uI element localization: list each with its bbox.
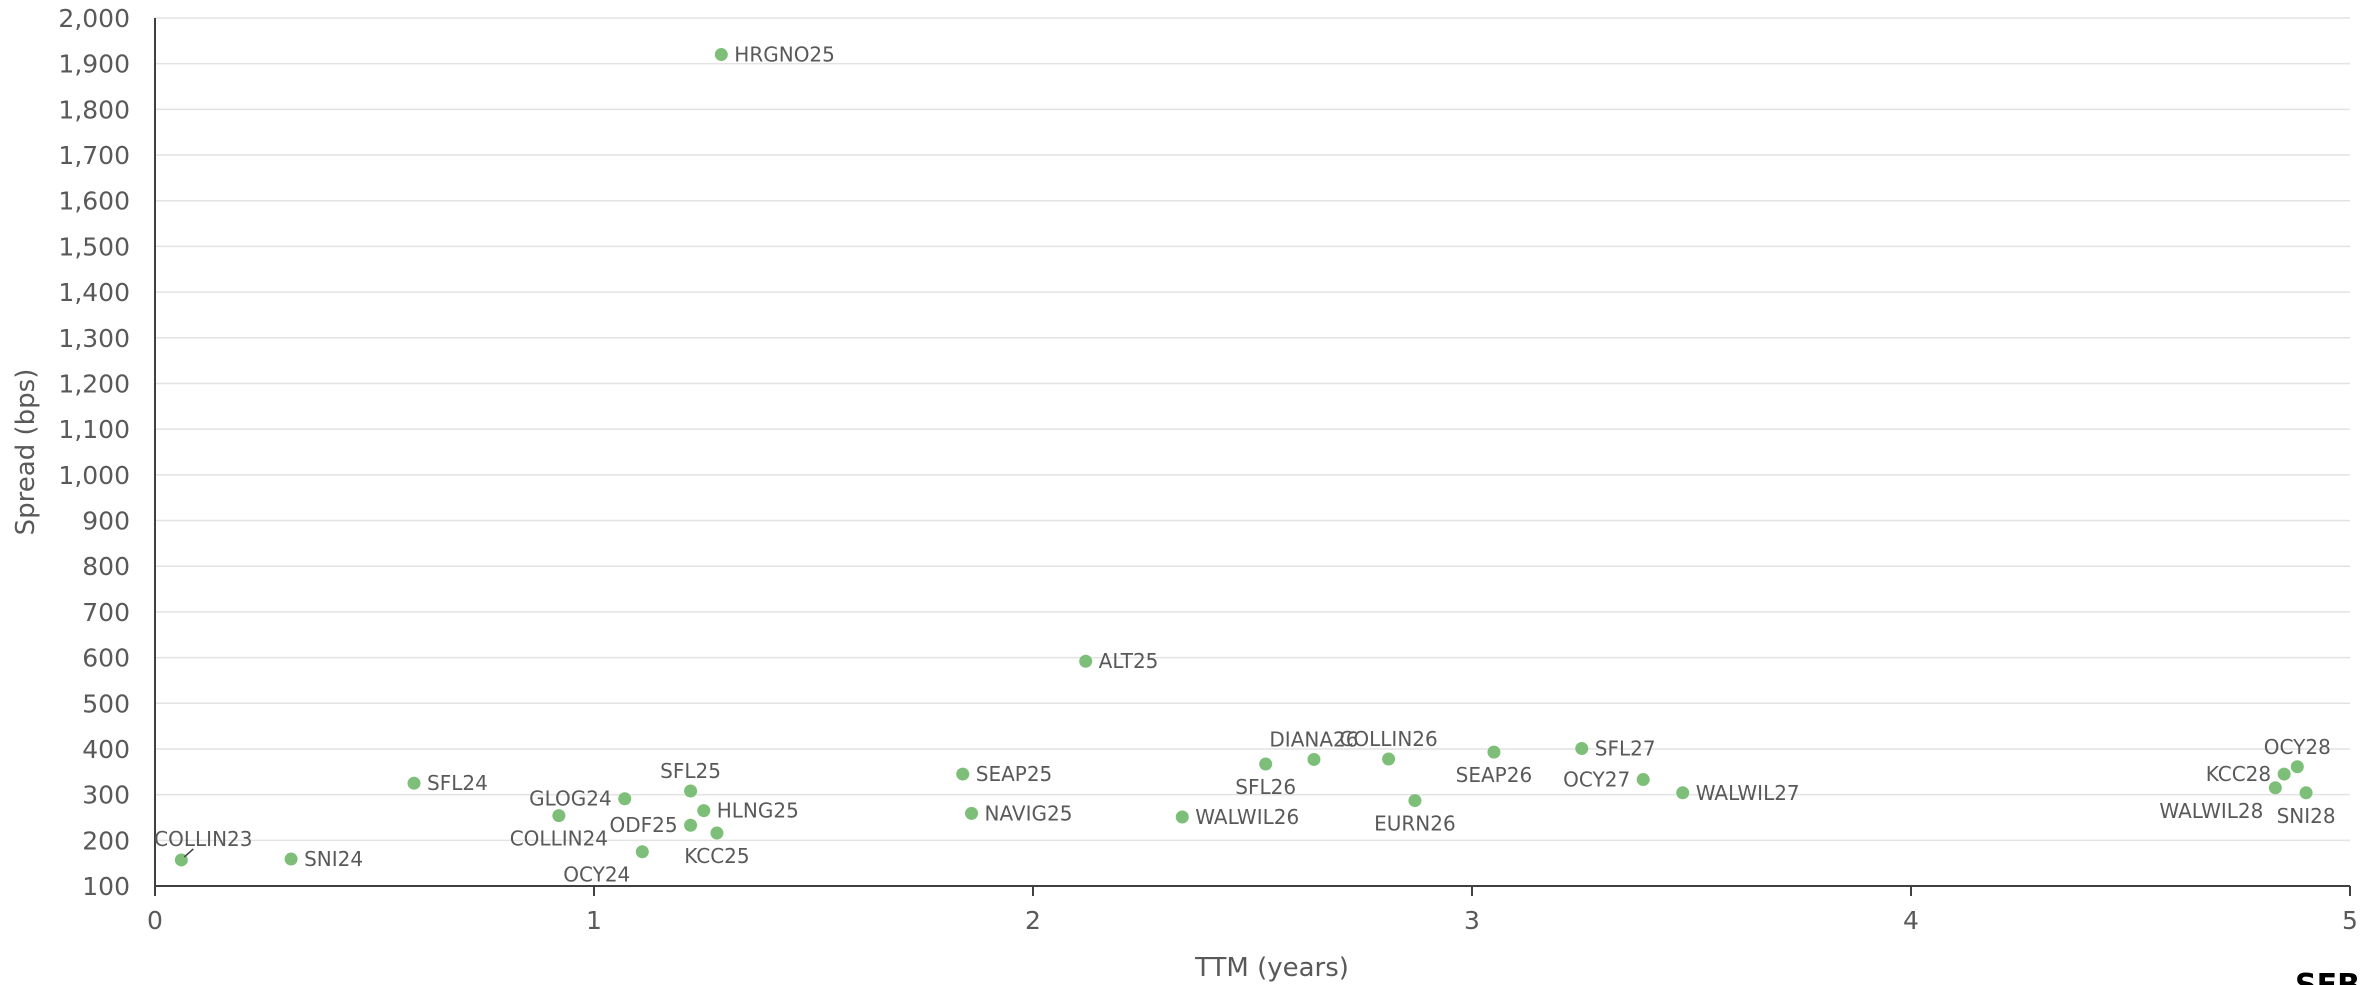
data-point-ocy27 bbox=[1636, 773, 1650, 787]
point-label-alt25: ALT25 bbox=[1099, 649, 1159, 673]
point-label-walwil28: WALWIL28 bbox=[2159, 799, 2263, 823]
gridlines bbox=[155, 17, 2350, 842]
point-label-glog24: GLOG24 bbox=[529, 787, 612, 811]
point-label-sfl25: SFL25 bbox=[660, 759, 721, 783]
point-label-collin23: COLLIN23 bbox=[154, 827, 252, 851]
x-tick-label: 4 bbox=[1903, 906, 1919, 935]
y-tick-label: 1,600 bbox=[58, 187, 130, 216]
y-tick-label: 1,200 bbox=[58, 369, 130, 398]
x-tick-label: 2 bbox=[1025, 906, 1041, 935]
data-point-sni24 bbox=[284, 852, 298, 866]
y-tick-label: 1,900 bbox=[58, 50, 130, 79]
point-label-sfl27: SFL27 bbox=[1595, 736, 1656, 760]
y-tick-label: 700 bbox=[82, 598, 130, 627]
x-tick-label: 3 bbox=[1464, 906, 1480, 935]
point-label-seap26: SEAP26 bbox=[1456, 763, 1533, 787]
data-point-hrgno25 bbox=[714, 48, 728, 62]
point-label-walwil26: WALWIL26 bbox=[1195, 805, 1299, 829]
point-label-sfl24: SFL24 bbox=[427, 771, 488, 795]
point-label-sfl26: SFL26 bbox=[1235, 775, 1296, 799]
y-tick-label: 1,800 bbox=[58, 95, 130, 124]
y-tick-label: 400 bbox=[82, 735, 130, 764]
data-point-alt25 bbox=[1079, 654, 1093, 668]
point-label-sni28: SNI28 bbox=[2277, 804, 2336, 828]
point-label-ocy24: OCY24 bbox=[563, 863, 630, 887]
y-tick-label: 800 bbox=[82, 552, 130, 581]
data-point-seap26 bbox=[1487, 745, 1501, 759]
y-tick-label: 1,300 bbox=[58, 324, 130, 353]
y-axis-title: Spread (bps) bbox=[11, 369, 41, 536]
data-point-odf25 bbox=[684, 818, 698, 832]
y-tick-label: 200 bbox=[82, 826, 130, 855]
point-label-navig25: NAVIG25 bbox=[985, 801, 1073, 825]
data-point-kcc25 bbox=[710, 826, 724, 840]
point-label-eurn26: EURN26 bbox=[1374, 812, 1456, 836]
x-tick-label: 1 bbox=[586, 906, 602, 935]
x-axis-title: TTM (years) bbox=[1194, 953, 1349, 983]
x-tick-label: 0 bbox=[147, 906, 163, 935]
data-point-diana26 bbox=[1307, 752, 1321, 766]
data-point-walwil28 bbox=[2268, 781, 2282, 795]
label-leader-line bbox=[183, 848, 194, 858]
axes bbox=[154, 18, 2351, 896]
y-tick-label: 1,700 bbox=[58, 141, 130, 170]
y-tick-label: 1,000 bbox=[58, 461, 130, 490]
y-tick-label: 1,400 bbox=[58, 278, 130, 307]
data-point-walwil26 bbox=[1175, 810, 1189, 824]
data-points bbox=[174, 48, 2313, 867]
y-tick-label: 600 bbox=[82, 644, 130, 673]
point-label-kcc28: KCC28 bbox=[2206, 762, 2271, 786]
x-tick-label: 5 bbox=[2342, 906, 2358, 935]
point-label-ocy28: OCY28 bbox=[2264, 735, 2331, 759]
data-point-navig25 bbox=[965, 806, 979, 820]
point-label-odf25: ODF25 bbox=[609, 813, 677, 837]
point-label-collin26: COLLIN26 bbox=[1339, 727, 1437, 751]
tick-labels: 100 200 300 400 500 600 700 800 900 1,000 1,100 1,2… bbox=[58, 4, 2358, 935]
data-point-collin24 bbox=[552, 809, 566, 823]
data-point-seap25 bbox=[956, 767, 970, 781]
point-label-kcc25: KCC25 bbox=[684, 844, 749, 868]
point-label-seap25: SEAP25 bbox=[976, 762, 1053, 786]
point-labels: COLLIN23 SNI24 SFL24 COLLIN24 GLOG24 OCY24 SFL… bbox=[154, 43, 2335, 887]
y-tick-label: 500 bbox=[82, 689, 130, 718]
point-label-collin24: COLLIN24 bbox=[510, 827, 608, 851]
data-point-sfl25 bbox=[684, 784, 698, 798]
data-point-glog24 bbox=[618, 792, 632, 806]
point-label-hrgno25: HRGNO25 bbox=[734, 43, 835, 67]
point-label-sni24: SNI24 bbox=[304, 847, 363, 871]
data-point-sfl26 bbox=[1259, 757, 1273, 771]
seb-logo: SEB bbox=[2295, 968, 2360, 985]
y-tick-label: 100 bbox=[82, 872, 130, 901]
data-point-sfl27 bbox=[1575, 741, 1589, 755]
y-tick-label: 300 bbox=[82, 781, 130, 810]
data-point-ocy28 bbox=[2290, 760, 2304, 774]
point-label-ocy27: OCY27 bbox=[1563, 768, 1630, 792]
y-tick-label: 900 bbox=[82, 507, 130, 536]
point-label-diana26: DIANA26 bbox=[1269, 727, 1358, 751]
data-point-walwil27 bbox=[1676, 786, 1690, 800]
point-label-walwil27: WALWIL27 bbox=[1696, 781, 1800, 805]
data-point-eurn26 bbox=[1408, 794, 1422, 808]
data-point-hlng25 bbox=[697, 804, 711, 818]
data-point-collin26 bbox=[1382, 752, 1396, 766]
data-point-sfl24 bbox=[407, 776, 421, 790]
data-point-sni28 bbox=[2299, 786, 2313, 800]
y-tick-label: 1,500 bbox=[58, 232, 130, 261]
data-point-ocy24 bbox=[635, 845, 649, 859]
data-point-kcc28 bbox=[2277, 767, 2291, 781]
y-tick-label: 2,000 bbox=[58, 4, 130, 33]
point-label-hlng25: HLNG25 bbox=[717, 799, 799, 823]
y-tick-label: 1,100 bbox=[58, 415, 130, 444]
